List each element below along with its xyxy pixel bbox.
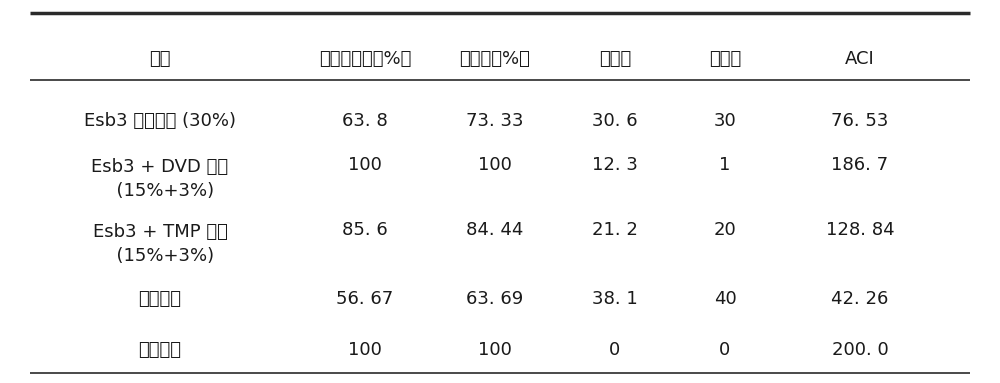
- Text: 感染对照: 感染对照: [138, 290, 182, 308]
- Text: 12. 3: 12. 3: [592, 156, 638, 173]
- Text: 0: 0: [609, 342, 621, 359]
- Text: 30: 30: [714, 112, 736, 129]
- Text: 200. 0: 200. 0: [832, 342, 888, 359]
- Text: 100: 100: [478, 156, 512, 173]
- Text: 0: 0: [719, 342, 731, 359]
- Text: 38. 1: 38. 1: [592, 290, 638, 308]
- Text: 84. 44: 84. 44: [466, 221, 524, 239]
- Text: 63. 69: 63. 69: [466, 290, 524, 308]
- Text: 30. 6: 30. 6: [592, 112, 638, 129]
- Text: 100: 100: [348, 156, 382, 173]
- Text: 42. 26: 42. 26: [831, 290, 889, 308]
- Text: Esb3 + TMP 溶液: Esb3 + TMP 溶液: [93, 223, 227, 241]
- Text: (15%+3%): (15%+3%): [105, 182, 215, 200]
- Text: 21. 2: 21. 2: [592, 221, 638, 239]
- Text: Esb3 + DVD 溶液: Esb3 + DVD 溶液: [91, 158, 229, 175]
- Text: 存活率（%）: 存活率（%）: [460, 51, 530, 68]
- Text: 73. 33: 73. 33: [466, 112, 524, 129]
- Text: (15%+3%): (15%+3%): [105, 247, 215, 265]
- Text: 40: 40: [714, 290, 736, 308]
- Text: 186. 7: 186. 7: [831, 156, 889, 173]
- Text: 76. 53: 76. 53: [831, 112, 889, 129]
- Text: 85. 6: 85. 6: [342, 221, 388, 239]
- Text: 100: 100: [348, 342, 382, 359]
- Text: 100: 100: [478, 342, 512, 359]
- Text: 组别: 组别: [149, 51, 171, 68]
- Text: 56. 67: 56. 67: [336, 290, 394, 308]
- Text: 128. 84: 128. 84: [826, 221, 894, 239]
- Text: ACI: ACI: [845, 51, 875, 68]
- Text: 63. 8: 63. 8: [342, 112, 388, 129]
- Text: 健康对照: 健康对照: [138, 342, 182, 359]
- Text: 病变值: 病变值: [599, 51, 631, 68]
- Text: Esb3 可溶性粉 (30%): Esb3 可溶性粉 (30%): [84, 112, 236, 129]
- Text: 1: 1: [719, 156, 731, 173]
- Text: 相对增重率（%）: 相对增重率（%）: [319, 51, 411, 68]
- Text: 卵囊值: 卵囊值: [709, 51, 741, 68]
- Text: 20: 20: [714, 221, 736, 239]
